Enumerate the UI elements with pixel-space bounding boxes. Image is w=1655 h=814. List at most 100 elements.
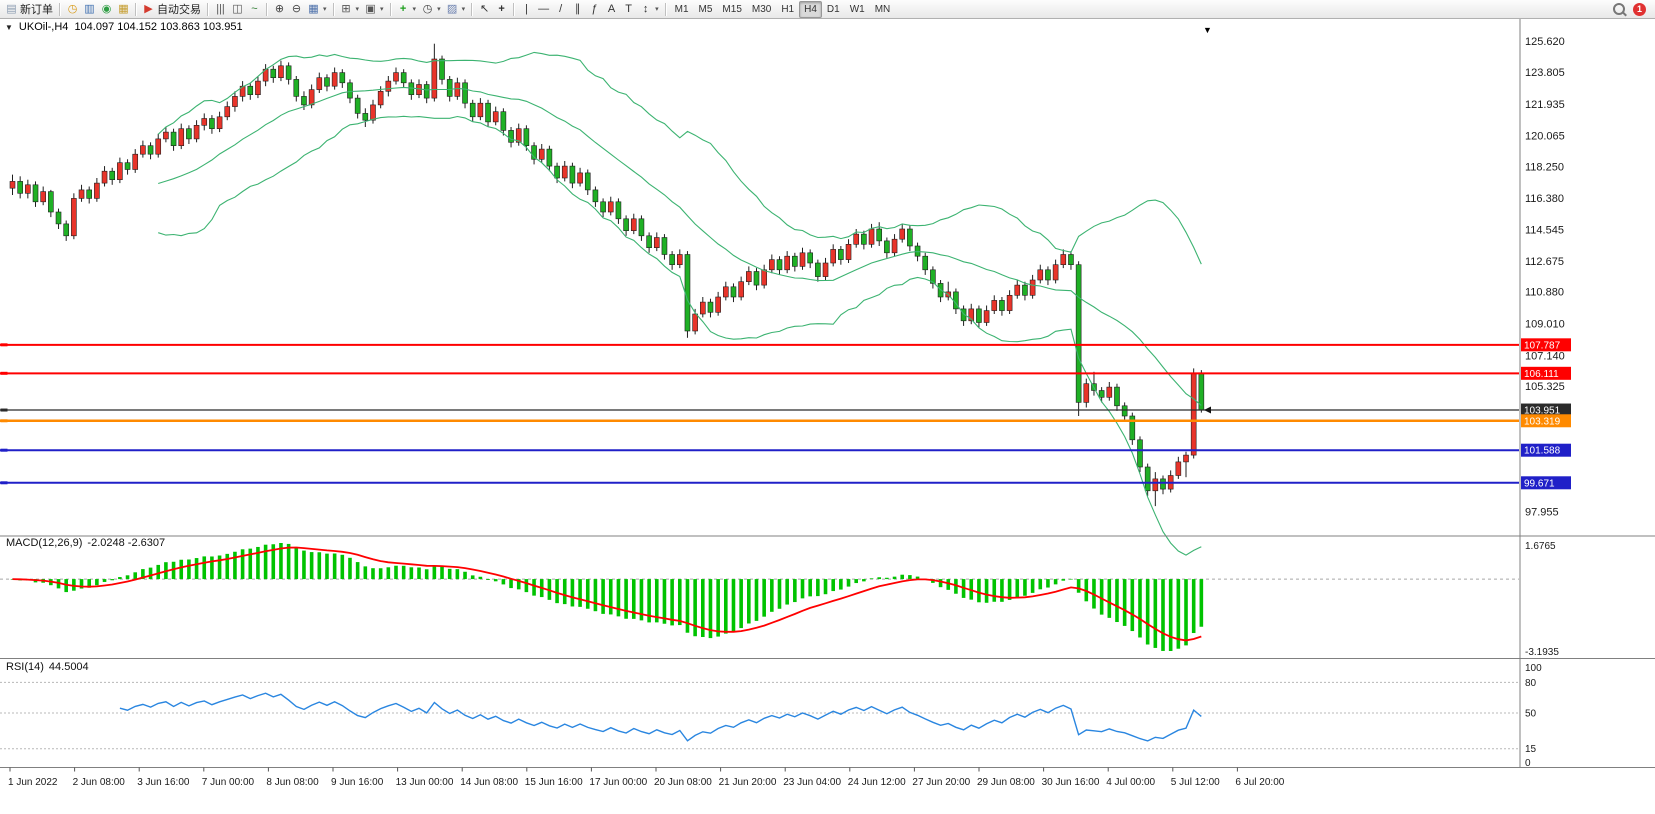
templates-icon[interactable]: ▨ ▾ <box>444 1 469 18</box>
price-axis-tick: 107.140 <box>1525 350 1565 362</box>
timeframe-m1[interactable]: M1 <box>674 3 689 15</box>
zoom-in-icon[interactable]: ⊕ <box>271 1 288 18</box>
macd-histogram-bar <box>256 546 260 580</box>
timeframe-m15[interactable]: M15 <box>722 3 742 15</box>
macd-histogram-bar <box>486 579 490 580</box>
terminal-icon[interactable]: ▦ <box>115 1 132 18</box>
autotrading-button[interactable]: ▶ 自动交易 <box>140 1 204 18</box>
candle-up <box>316 77 323 90</box>
macd-histogram-bar <box>194 558 199 580</box>
macd-histogram-bar <box>608 579 613 615</box>
time-axis-label: 7 Jun 00:00 <box>202 777 255 788</box>
price-badge-value: 103.319 <box>1524 416 1561 427</box>
new-chart-icon[interactable]: ⊞ ▾ <box>338 1 363 18</box>
data-window-icon[interactable]: ▥ <box>81 1 98 18</box>
macd-histogram-bar <box>585 579 590 609</box>
timeframe-h4[interactable]: H4 <box>799 0 822 18</box>
periods-icon[interactable]: ◷ ▾ <box>419 1 444 18</box>
zoom-in-icon: ⊕ <box>274 3 285 15</box>
macd-histogram-bar <box>1115 579 1119 623</box>
macd-histogram-bar <box>754 579 759 621</box>
bollinger-middle-band[interactable] <box>158 86 1202 406</box>
toolbar-separator <box>513 2 516 16</box>
timeframe-m5[interactable]: M5 <box>698 3 713 15</box>
fibonacci-icon[interactable]: ƒ <box>586 1 603 18</box>
current-price-badge <box>1521 403 1571 417</box>
macd-histogram-bar <box>647 579 651 623</box>
candle-down <box>446 79 453 97</box>
tile-windows-icon-dropdown[interactable]: ▾ <box>323 6 327 13</box>
line-chart-icon[interactable]: ~ <box>246 1 263 18</box>
cursor-icon[interactable]: ↖ <box>476 1 493 18</box>
price-level-badge <box>1521 414 1571 428</box>
navigator-icon[interactable]: ◉ <box>98 1 115 18</box>
candle-down <box>508 130 514 143</box>
rsi-scale-label: 100 <box>1525 663 1542 674</box>
candle-up <box>653 237 660 248</box>
zoom-out-icon[interactable]: ⊖ <box>288 1 305 18</box>
time-axis-label: 14 Jun 08:00 <box>460 777 518 788</box>
new-order-button[interactable]: ▤ 新订单 <box>3 1 56 18</box>
macd-histogram-bar <box>877 577 882 580</box>
timeframe-mn[interactable]: MN <box>874 3 891 15</box>
profiles-icon-dropdown[interactable]: ▾ <box>380 6 384 13</box>
tile-windows-icon[interactable]: ▦ ▾ <box>305 1 330 18</box>
candle-up <box>1152 478 1159 492</box>
macd-histogram-bar <box>478 576 483 580</box>
candle-up <box>216 116 223 130</box>
time-axis-label: 24 Jun 12:00 <box>848 777 906 788</box>
profiles-icon[interactable]: ▣ ▾ <box>362 1 387 18</box>
candle-up <box>431 58 438 99</box>
add-indicator-icon-dropdown[interactable]: ▾ <box>412 6 417 13</box>
candle-down <box>554 165 560 179</box>
macd-histogram-bar <box>432 566 437 580</box>
arrows-icon-dropdown[interactable]: ▾ <box>655 6 659 13</box>
toolbar-separator <box>332 2 335 16</box>
macd-histogram-bar <box>95 579 99 586</box>
new-chart-icon-dropdown[interactable]: ▾ <box>355 6 360 13</box>
time-axis-label: 23 Jun 04:00 <box>783 777 841 788</box>
bar-chart-icon[interactable]: ||| <box>212 1 229 18</box>
macd-histogram-bar <box>685 579 690 633</box>
vertical-line-icon[interactable]: | <box>518 1 535 18</box>
candle-up <box>1190 373 1197 456</box>
market-watch-icon[interactable]: ◷ <box>64 1 81 18</box>
candle-down <box>55 211 62 225</box>
timeframe-w1[interactable]: W1 <box>849 3 865 15</box>
trendline-icon[interactable]: / <box>552 1 569 18</box>
bollinger-upper-band[interactable] <box>157 51 1202 265</box>
one-click-trading-toggle[interactable]: ▼ <box>5 22 13 32</box>
macd-histogram-bar <box>984 579 989 603</box>
channel-icon[interactable]: ∥ <box>569 1 586 18</box>
macd-histogram-bar <box>938 579 943 588</box>
candle-up <box>178 128 185 146</box>
timeframe-m30[interactable]: M30 <box>751 3 772 15</box>
notification-badge[interactable]: 1 <box>1633 2 1646 16</box>
candle-down <box>792 255 798 267</box>
candle-up <box>377 91 384 106</box>
chart-shift-marker[interactable]: ▼ <box>1203 25 1212 35</box>
macd-histogram-bar <box>739 579 743 629</box>
horizontal-line-icon[interactable]: — <box>535 1 552 18</box>
periods-icon-dropdown[interactable]: ▾ <box>437 6 441 13</box>
macd-histogram-bar <box>110 579 115 581</box>
macd-histogram-bar <box>839 579 843 590</box>
bollinger-lower-band[interactable] <box>158 115 1202 556</box>
label-icon[interactable]: T <box>620 1 637 18</box>
macd-histogram-bar <box>1053 579 1058 585</box>
templates-icon-dropdown[interactable]: ▾ <box>461 6 466 13</box>
candlestick-chart-icon[interactable]: ◫ <box>229 1 246 18</box>
add-indicator-icon[interactable]: + ▾ <box>395 1 420 18</box>
macd-histogram-bar <box>72 579 76 591</box>
candle-down <box>815 262 821 277</box>
candle-down <box>960 308 967 322</box>
candle-up <box>630 218 637 232</box>
price-axis-tick: 121.935 <box>1525 99 1565 111</box>
price-axis-tick: 125.620 <box>1525 36 1565 48</box>
search-icon[interactable] <box>1613 3 1625 15</box>
timeframe-d1[interactable]: D1 <box>826 3 840 15</box>
text-icon[interactable]: A <box>603 1 620 18</box>
timeframe-h1[interactable]: H1 <box>781 3 795 15</box>
crosshair-icon[interactable]: + <box>493 1 510 18</box>
arrows-icon[interactable]: ↕ ▾ <box>637 1 662 18</box>
